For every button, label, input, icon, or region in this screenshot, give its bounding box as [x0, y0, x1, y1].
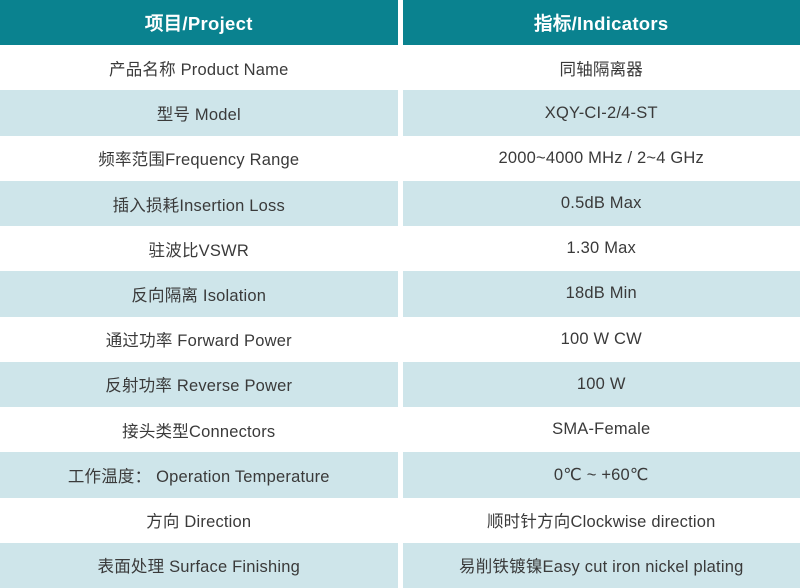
table-row: 工作温度： Operation Temperature 0℃ ~ +60℃ [0, 452, 800, 498]
indicator-cell: 易削铁镀镍Easy cut iron nickel plating [402, 542, 800, 588]
project-cell: 反向隔离 Isolation [0, 271, 398, 317]
indicator-cell: 2000~4000 MHz / 2~4 GHz [402, 135, 800, 181]
table-row: 产品名称 Product Name 同轴隔离器 [0, 45, 800, 91]
project-cell: 表面处理 Surface Finishing [0, 542, 398, 588]
indicator-cell: 18dB Min [402, 271, 800, 317]
project-cell: 工作温度： Operation Temperature [0, 452, 398, 498]
project-cell: 方向 Direction [0, 497, 398, 543]
table-row: 表面处理 Surface Finishing 易削铁镀镍Easy cut iro… [0, 542, 800, 588]
table-row: 插入损耗Insertion Loss 0.5dB Max [0, 180, 800, 227]
table-row: 方向 Direction 顺时针方向Clockwise direction [0, 497, 800, 543]
project-cell: 驻波比VSWR [0, 226, 398, 272]
table-row: 反射功率 Reverse Power 100 W [0, 361, 800, 408]
indicator-cell: 100 W [402, 361, 800, 408]
project-cell: 通过功率 Forward Power [0, 316, 398, 362]
project-cell: 反射功率 Reverse Power [0, 361, 398, 408]
table-row: 驻波比VSWR 1.30 Max [0, 226, 800, 272]
indicator-cell: SMA-Female [402, 407, 800, 453]
header-project: 项目/Project [0, 0, 398, 46]
indicator-cell: 顺时针方向Clockwise direction [402, 497, 800, 543]
indicator-cell: 同轴隔离器 [402, 45, 800, 91]
project-cell: 插入损耗Insertion Loss [0, 180, 398, 227]
table-row: 接头类型Connectors SMA-Female [0, 407, 800, 453]
table-row: 通过功率 Forward Power 100 W CW [0, 316, 800, 362]
project-cell: 频率范围Frequency Range [0, 135, 398, 181]
header-indicators: 指标/Indicators [402, 0, 800, 46]
indicator-cell: 0.5dB Max [402, 180, 800, 227]
indicator-cell: 0℃ ~ +60℃ [402, 452, 800, 498]
project-cell: 产品名称 Product Name [0, 45, 398, 91]
indicator-cell: 1.30 Max [402, 226, 800, 272]
table-row: 型号 Model XQY-CI-2/4-ST [0, 90, 800, 136]
project-cell: 型号 Model [0, 90, 398, 136]
project-cell: 接头类型Connectors [0, 407, 398, 453]
table-header-row: 项目/Project 指标/Indicators [0, 0, 800, 46]
indicator-cell: 100 W CW [402, 316, 800, 362]
table-row: 频率范围Frequency Range 2000~4000 MHz / 2~4 … [0, 135, 800, 181]
table-row: 反向隔离 Isolation 18dB Min [0, 271, 800, 317]
indicator-cell: XQY-CI-2/4-ST [402, 90, 800, 136]
